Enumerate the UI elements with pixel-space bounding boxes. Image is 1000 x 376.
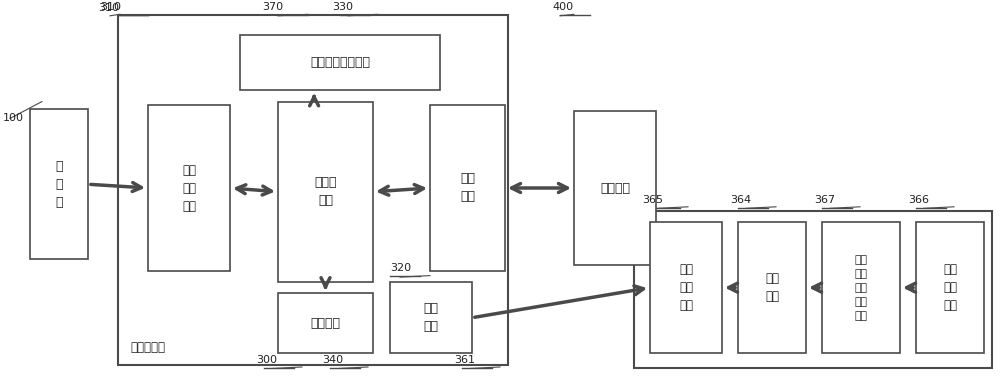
Text: 320: 320 [390, 263, 411, 273]
Text: 无线
充电
线圈: 无线 充电 线圈 [943, 263, 957, 312]
Text: 310: 310 [98, 3, 119, 13]
Bar [916, 222, 984, 353]
Bar [822, 222, 900, 353]
Text: 储能
模块: 储能 模块 [765, 272, 779, 303]
Text: 365: 365 [642, 194, 663, 205]
Text: 处理器
模块: 处理器 模块 [314, 176, 337, 207]
Text: 366: 366 [908, 194, 929, 205]
Text: 波
纹
管: 波 纹 管 [55, 160, 63, 209]
Bar [148, 105, 230, 271]
Bar [634, 211, 992, 368]
Bar [574, 111, 656, 265]
Bar [650, 222, 722, 353]
Text: 340: 340 [322, 355, 343, 365]
Bar [390, 282, 472, 353]
Text: 通信
模块: 通信 模块 [460, 173, 475, 203]
Text: 无线
充电
管理
电路
模块: 无线 充电 管理 电路 模块 [854, 255, 868, 321]
Text: 门控控制器: 门控控制器 [130, 341, 165, 354]
Bar [738, 222, 806, 353]
Text: 指示模块: 指示模块 [310, 317, 340, 330]
Text: 外部主机: 外部主机 [600, 182, 630, 194]
Bar [430, 105, 505, 271]
Bar [278, 102, 373, 282]
Text: 100: 100 [3, 113, 24, 123]
Text: 364: 364 [730, 194, 751, 205]
Bar [240, 35, 440, 90]
Text: 367: 367 [814, 194, 835, 205]
Bar [118, 15, 508, 365]
Text: 气压
监测
模块: 气压 监测 模块 [182, 164, 196, 212]
Text: 370: 370 [262, 2, 283, 12]
Text: 电源
触点: 电源 触点 [424, 302, 438, 333]
Text: 穿刺偏位报警模块: 穿刺偏位报警模块 [310, 56, 370, 69]
Text: 330: 330 [332, 2, 353, 12]
Text: 电源
引出
触点: 电源 引出 触点 [679, 263, 693, 312]
Text: 400: 400 [552, 2, 573, 12]
Text: 300: 300 [256, 355, 277, 365]
Text: 361: 361 [454, 355, 475, 365]
Bar [278, 293, 373, 353]
Bar [30, 109, 88, 259]
Text: 310: 310 [100, 2, 121, 12]
